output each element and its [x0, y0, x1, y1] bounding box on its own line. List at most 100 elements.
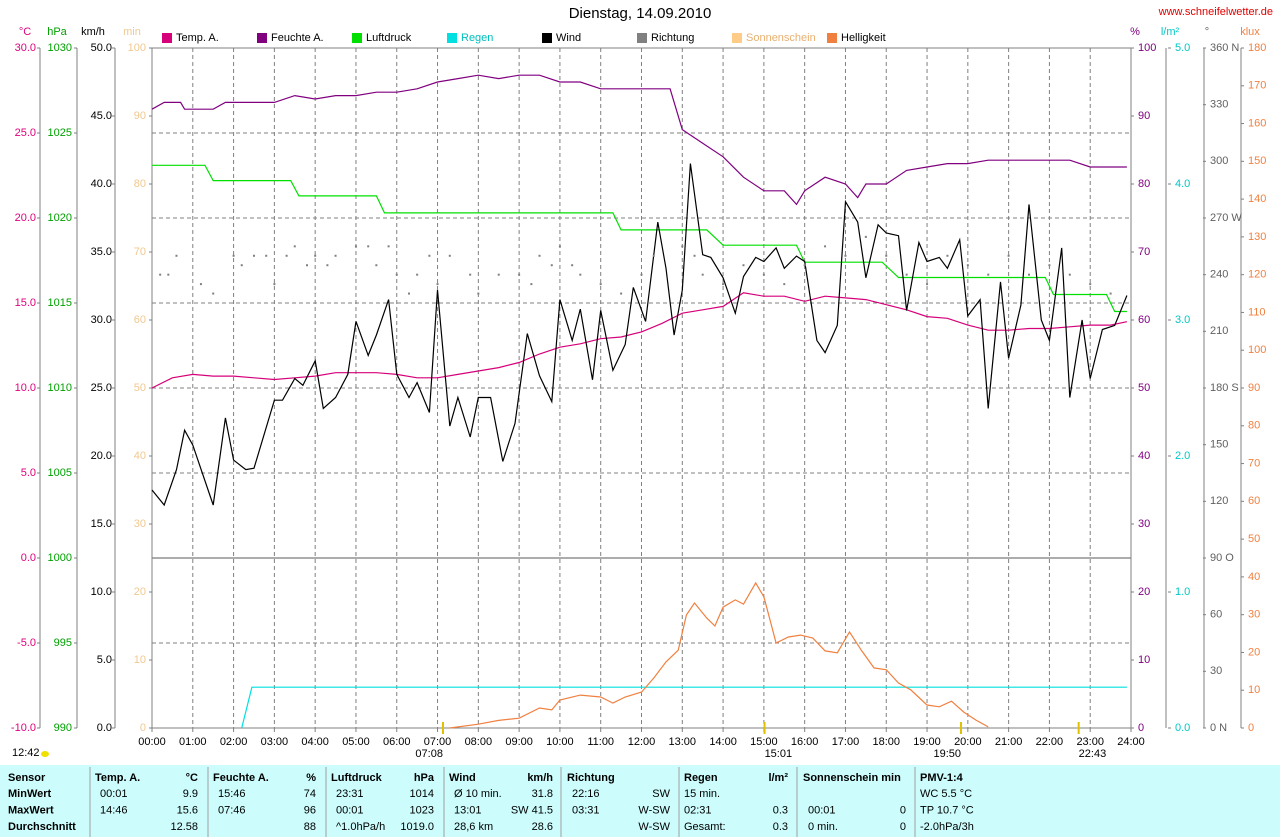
axis-unit: % [1130, 26, 1140, 38]
table-header: Wind [449, 772, 476, 784]
direction-dot [252, 254, 255, 257]
y-tick-label: 90 [1248, 382, 1260, 394]
direction-dot [232, 254, 235, 257]
y-tick-label: 120 [1248, 269, 1266, 281]
direction-dot [407, 292, 410, 295]
y-tick-label: 30.0 [15, 42, 36, 54]
table-cell: 0 [900, 804, 906, 816]
direction-dot [1109, 292, 1112, 295]
y-tick-label: 20 [1248, 646, 1260, 658]
y-tick-label: 100 [1248, 344, 1266, 356]
x-tick-label: 21:00 [995, 736, 1023, 748]
x-tick-label: 16:00 [791, 736, 819, 748]
direction-dot [428, 254, 431, 257]
table-cell: 15 min. [684, 788, 720, 800]
direction-dot [293, 245, 296, 248]
table-header: Richtung [567, 772, 615, 784]
y-tick-label: 0.0 [97, 722, 112, 734]
y-tick-label: 20.0 [91, 450, 112, 462]
table-cell: Gesamt: [684, 821, 726, 833]
x-tick-label: 08:00 [465, 736, 493, 748]
y-tick-label: 140 [1248, 193, 1266, 205]
annotation: 22:43 [1079, 748, 1107, 760]
axis-unit: ° [1205, 26, 1209, 38]
table-header: Luftdruck [331, 772, 383, 784]
direction-dot [265, 254, 268, 257]
x-tick-label: 14:00 [709, 736, 737, 748]
direction-dot [885, 254, 888, 257]
website: www.schneifelwetter.de [1158, 6, 1273, 18]
table-cell: Ø 10 min. [454, 788, 502, 800]
y-tick-label: 1005 [48, 467, 72, 479]
x-tick-label: 19:00 [913, 736, 941, 748]
legend-swatch [827, 33, 837, 43]
table-cell: 15:46 [218, 788, 246, 800]
y-tick-label: 15.0 [15, 297, 36, 309]
y-tick-label: 10 [1248, 684, 1260, 696]
x-tick-label: 06:00 [383, 736, 411, 748]
y-tick-label: 110 [1248, 306, 1266, 318]
table-cell: MinWert [8, 788, 52, 800]
direction-dot [469, 273, 472, 276]
direction-dot [518, 273, 521, 276]
y-tick-label: 160 [1248, 117, 1266, 129]
table-cell: -2.0hPa/3h [920, 821, 974, 833]
table-header: Sensor [8, 772, 46, 784]
axis-unit: l/m² [1161, 26, 1180, 38]
y-tick-label: 30 [1210, 665, 1222, 677]
table-cell: 14:46 [100, 804, 128, 816]
direction-dot [306, 264, 309, 267]
direction-dot [1089, 283, 1092, 286]
y-tick-label: 1.0 [1175, 586, 1190, 598]
table-cell: WC 5.5 °C [920, 788, 972, 800]
y-tick-label: 10 [134, 654, 146, 666]
y-tick-label: 50.0 [91, 42, 112, 54]
y-tick-label: 0 N [1210, 722, 1227, 734]
direction-dot [550, 264, 553, 267]
y-tick-label: -10.0 [11, 722, 36, 734]
direction-dot [240, 264, 243, 267]
y-tick-label: 1030 [48, 42, 72, 54]
direction-dot [375, 264, 378, 267]
table-cell: 00:01 [336, 804, 364, 816]
legend-label: Feuchte A. [271, 32, 324, 44]
legend-swatch [732, 33, 742, 43]
annotation: 07:08 [415, 748, 443, 760]
y-tick-label: 1000 [48, 552, 72, 564]
y-tick-label: 60 [134, 314, 146, 326]
direction-dot [987, 273, 990, 276]
legend-label: Sonnenschein [746, 32, 816, 44]
y-tick-label: 1020 [48, 212, 72, 224]
direction-dot [167, 273, 170, 276]
direction-dot [762, 273, 765, 276]
direction-dot [783, 283, 786, 286]
legend-label: Helligkeit [841, 32, 886, 44]
x-tick-label: 09:00 [505, 736, 533, 748]
y-tick-label: 0 [1138, 722, 1144, 734]
y-tick-label: 5.0 [21, 467, 36, 479]
table-cell: 1014 [410, 788, 434, 800]
table-cell: 1023 [410, 804, 434, 816]
table-cell: 15.6 [177, 804, 198, 816]
direction-dot [693, 254, 696, 257]
series-line [449, 581, 989, 729]
y-tick-label: 80 [1138, 178, 1150, 190]
direction-dot [742, 264, 745, 267]
y-tick-label: 50 [1138, 382, 1150, 394]
legend-swatch [637, 33, 647, 43]
y-tick-label: 5.0 [1175, 42, 1190, 54]
annotation-marker [41, 751, 49, 757]
annotation: 19:50 [933, 748, 961, 760]
x-tick-label: 13:00 [669, 736, 697, 748]
y-tick-label: 150 [1210, 439, 1228, 451]
y-tick-label: 70 [1248, 457, 1260, 469]
table-cell: 03:31 [572, 804, 600, 816]
y-tick-label: 30 [1248, 609, 1260, 621]
direction-dot [558, 245, 561, 248]
table-cell: 13:01 [454, 804, 482, 816]
y-tick-label: 10.0 [15, 382, 36, 394]
table-header: km/h [527, 772, 553, 784]
direction-dot [722, 283, 725, 286]
table-cell: Durchschnitt [8, 821, 76, 833]
y-tick-label: 330 [1210, 99, 1228, 111]
